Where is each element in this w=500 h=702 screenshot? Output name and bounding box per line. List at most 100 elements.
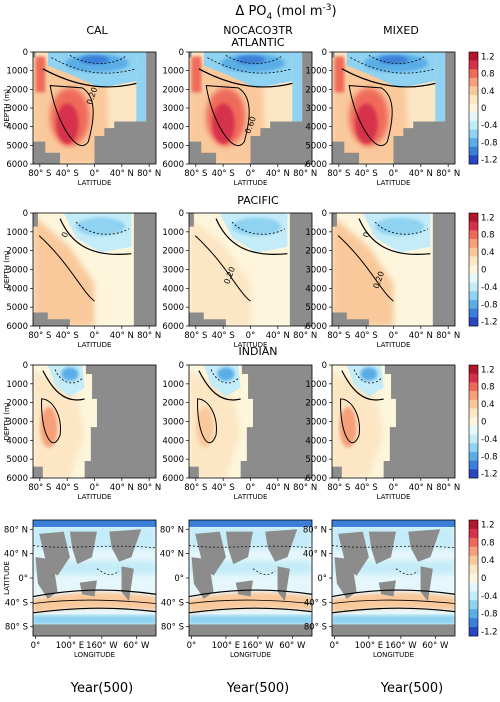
x-tick-label: 40° S — [355, 331, 378, 341]
colorbar-swatch — [469, 399, 478, 409]
x-tick-label: 60° W — [279, 641, 306, 651]
y-tick-label: 80° N — [303, 525, 327, 535]
colorbar-map: 1.2 0.8 0.4 0 -0.4 -0.8 -1.2 — [468, 519, 498, 638]
y-tick-label: 2000 — [6, 399, 28, 409]
colorbar-swatch — [469, 451, 478, 461]
y-tick-label: 1000 — [162, 67, 184, 77]
y-tick-label: 80° S — [304, 623, 327, 633]
x-tick-label: 80° N — [436, 483, 460, 493]
y-tick-label: 5000 — [6, 455, 28, 465]
x-tick-label: 80° N — [293, 483, 317, 493]
colorbar-frame — [468, 212, 479, 327]
colorbar-tick-label: -0.8 — [481, 452, 498, 462]
land-mass — [189, 624, 312, 636]
x-tick-label: 40° S — [56, 331, 79, 341]
y-tick-label: 40° N — [4, 550, 28, 560]
colorbar-swatch — [469, 247, 478, 257]
colorbar-swatch — [469, 129, 478, 139]
y-tick-label: 2000 — [305, 85, 327, 95]
colorbar-tick-label: 1.2 — [481, 213, 495, 223]
basin-title-indian: INDIAN — [239, 345, 278, 358]
colorbar-swatch — [469, 86, 478, 96]
contour-label: 0 — [361, 231, 371, 239]
land-mass — [69, 531, 97, 565]
colorbar-pacific: 1.2 0.8 0.4 0 -0.4 -0.8 -1.2 — [468, 212, 498, 328]
land-mass — [109, 529, 142, 562]
y-tick-label: 0 — [322, 361, 327, 371]
colorbar-tick-label: -1.2 — [481, 628, 498, 638]
y-tick-label: 2000 — [162, 85, 184, 95]
land-mass — [332, 624, 455, 636]
x-tick-label: 80° N — [137, 483, 161, 493]
colorbar-tick-label: -1.2 — [481, 470, 498, 480]
y-tick-label: 80° N — [160, 525, 184, 535]
x-tick-label: 80° S — [184, 483, 207, 493]
colorbar-swatch — [469, 609, 478, 619]
colorbar-swatch — [469, 382, 478, 392]
colorbar-swatch — [469, 443, 478, 453]
colorbar-swatch — [469, 77, 478, 87]
y-tick-label: 80° N — [4, 525, 28, 535]
y-tick-label: 0° — [317, 574, 327, 584]
colorbar-frame — [468, 519, 479, 637]
x-tick-label: 40° N — [409, 169, 433, 179]
y-tick-label: 2000 — [162, 247, 184, 257]
y-tick-label: 3000 — [6, 418, 28, 428]
y-tick-label: 0 — [322, 209, 327, 219]
colorbar-tick-label: 0 — [481, 418, 486, 428]
colorbar-swatch — [469, 299, 478, 309]
colorbar-swatch — [469, 317, 478, 327]
y-tick-label: 6000 — [162, 160, 184, 170]
x-tick-label: 40° N — [110, 483, 134, 493]
colorbar-swatch — [469, 95, 478, 104]
y-tick-label: 2000 — [305, 399, 327, 409]
y-tick-label: 5000 — [305, 141, 327, 151]
footer-year-cal: Year(500) — [70, 681, 133, 696]
colorbar-tick-label: -0.8 — [481, 138, 498, 148]
colorbar-tick-label: 0 — [481, 574, 486, 584]
y-tick-label: 6000 — [162, 474, 184, 484]
y-tick-label: 80° S — [5, 623, 28, 633]
x-tick-label: 40° N — [409, 331, 433, 341]
x-tick-label: 80° S — [184, 331, 207, 341]
y-tick-label: 5000 — [162, 303, 184, 313]
x-axis-label: LATITUDE — [234, 179, 268, 187]
colorbar-swatch — [469, 155, 478, 165]
colorbar-frame — [468, 51, 479, 165]
x-tick-label: 0° — [389, 169, 399, 179]
footer-year-nocaco3tr: Year(500) — [226, 681, 289, 696]
x-tick-label: 0° — [246, 331, 256, 341]
colorbar-tick-label: -0.4 — [481, 121, 498, 131]
colorbar-tick-label: -1.2 — [481, 156, 498, 166]
y-tick-label: 4000 — [162, 123, 184, 133]
colorbar-swatch — [469, 417, 478, 427]
colorbar-swatch — [469, 582, 478, 592]
x-tick-label: 80° N — [293, 169, 317, 179]
colorbar-frame — [468, 364, 479, 479]
colorbar-swatch — [469, 591, 478, 601]
y-tick-label: 2000 — [162, 399, 184, 409]
x-tick-label: 100° E — [56, 641, 85, 651]
colorbar-tick-label: 0.8 — [481, 231, 495, 241]
colorbar-swatch — [469, 213, 478, 222]
x-tick-label: 40° N — [266, 331, 290, 341]
y-tick-label: 6000 — [6, 160, 28, 170]
land-mass — [35, 557, 58, 599]
x-tick-label: 80° S — [28, 483, 51, 493]
y-tick-label: 0° — [18, 574, 28, 584]
colorbar-tick-label: 0 — [481, 266, 486, 276]
x-tick-label: 40° S — [355, 169, 378, 179]
y-tick-label: 3000 — [305, 266, 327, 276]
y-tick-label: 0 — [23, 48, 28, 58]
column-title-cal: CAL — [86, 24, 108, 37]
colorbar-tick-label: 0.8 — [481, 538, 495, 548]
colorbar-swatch — [469, 618, 478, 628]
x-tick-label: 80° S — [327, 483, 350, 493]
colorbar-swatch — [469, 120, 478, 130]
x-tick-label: 80° N — [293, 331, 317, 341]
colorbar-swatch — [469, 69, 478, 79]
land-mass — [277, 566, 290, 602]
x-tick-label: 0° — [389, 331, 399, 341]
